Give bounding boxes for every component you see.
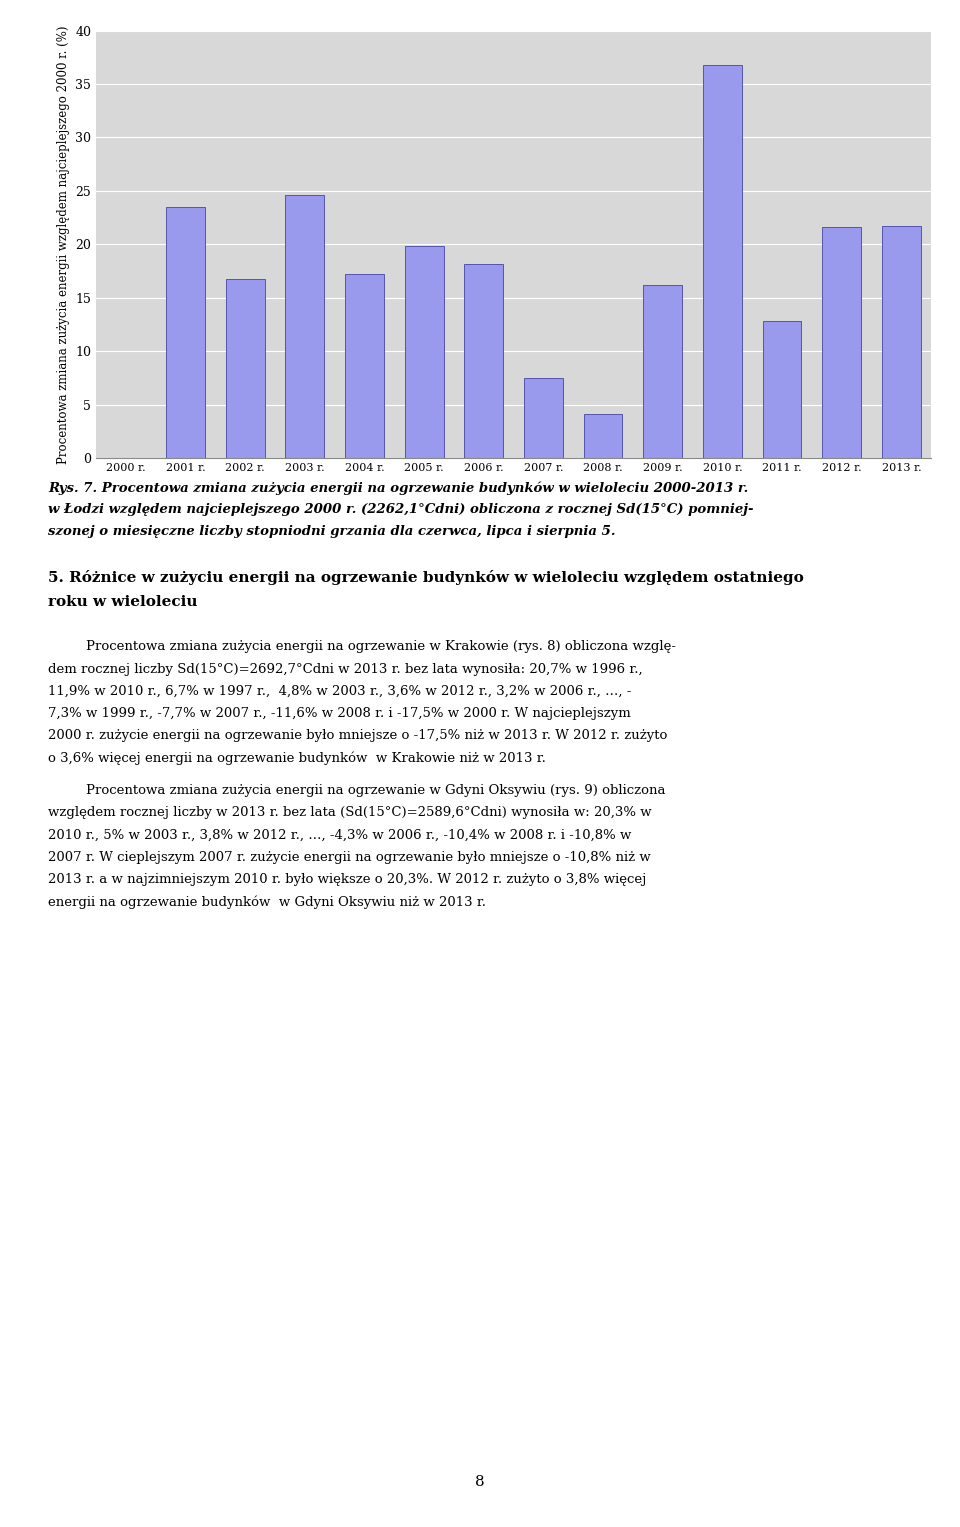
Bar [524,379,563,458]
Text: Procentowa zmiana zużycia energii na ogrzewanie w Krakowie (rys. ​8) obliczona w: Procentowa zmiana zużycia energii na ogr… [86,640,677,654]
Text: względem rocznej liczby w 2013 r. bez lata (Sd(15°C)=2589,6°Cdni) wynosiła w: 20: względem rocznej liczby w 2013 r. bez la… [48,806,652,820]
Bar [584,414,622,458]
Text: o 3,6% więcej energii na ogrzewanie budynków  w Krakowie niż w 2013 r.: o 3,6% więcej energii na ogrzewanie budy… [48,751,546,765]
Y-axis label: Procentowa zmiana zużycia energii względem najcieplejszego 2000 r. (%): Procentowa zmiana zużycia energii względ… [57,24,69,464]
Text: roku w wieloleciu: roku w wieloleciu [48,596,198,609]
Bar [285,195,324,458]
Bar [166,206,204,458]
Bar [882,226,921,458]
Text: 2000 r. zużycie energii na ogrzewanie było mniejsze o -17,5% niż w 2013 r. W 201: 2000 r. zużycie energii na ogrzewanie by… [48,728,667,742]
Bar [643,286,683,458]
Text: Procentowa zmiana zużycia energii na ogrzewanie w Gdyni Oksywiu (rys. 9) obliczo: Procentowa zmiana zużycia energii na ogr… [86,785,666,797]
Text: Rys. 7. Procentowa zmiana zużycia energii na ogrzewanie budynków w wieloleciu 20: Rys. 7. Procentowa zmiana zużycia energi… [48,481,748,495]
Text: dem rocznej liczby Sd(15°C)=2692,7°Cdni w 2013 r. bez lata wynosiła: 20,7% w 199: dem rocznej liczby Sd(15°C)=2692,7°Cdni … [48,663,642,675]
Bar [823,228,861,458]
Text: szonej o miesięczne liczby stopniodni grzania dla czerwca, lipca i sierpnia 5.: szonej o miesięczne liczby stopniodni gr… [48,525,615,539]
Text: w Łodzi względem najcieplejszego 2000 r. (2262,1°Cdni) obliczona z rocznej Sd(15: w Łodzi względem najcieplejszego 2000 r.… [48,502,754,516]
Bar [465,264,503,458]
Bar [345,275,384,458]
Text: 11,9% w 2010 r., 6,7% w 1997 r.,  4,8% w 2003 r., 3,6% w 2012 r., 3,2% w 2006 r.: 11,9% w 2010 r., 6,7% w 1997 r., 4,8% w … [48,684,632,698]
Text: 2013 r. a w najzimniejszym 2010 r. było większe o 20,3%. W 2012 r. zużyto o 3,8%: 2013 r. a w najzimniejszym 2010 r. było … [48,873,646,886]
Bar [762,321,802,458]
Bar [703,64,742,458]
Text: 2007 r. W cieplejszym 2007 r. zużycie energii na ogrzewanie było mniejsze o -10,: 2007 r. W cieplejszym 2007 r. zużycie en… [48,851,651,864]
Bar [226,278,265,458]
Bar [405,246,444,458]
Text: energii na ogrzewanie budynków  w Gdyni Oksywiu niż w 2013 r.: energii na ogrzewanie budynków w Gdyni O… [48,895,486,909]
Text: 7,3% w 1999 r., -7,7% w 2007 r., -11,6% w 2008 r. i -17,5% w 2000 r. W najcieple: 7,3% w 1999 r., -7,7% w 2007 r., -11,6% … [48,707,631,719]
Text: 2010 r., 5% w 2003 r., 3,8% w 2012 r., …, -4,3% w 2006 r., -10,4% w 2008 r. i -1: 2010 r., 5% w 2003 r., 3,8% w 2012 r., …… [48,829,632,841]
Text: 5. Różnice w zużyciu energii na ogrzewanie budynków w wieloleciu względem ostatn: 5. Różnice w zużyciu energii na ogrzewan… [48,570,804,585]
Text: 8: 8 [475,1475,485,1489]
